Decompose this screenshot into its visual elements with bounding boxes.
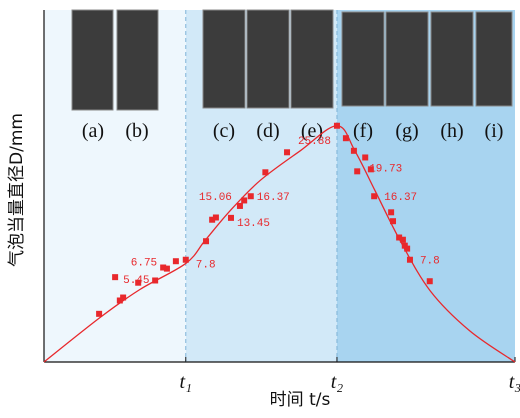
- x-axis-label: 时间 t/s: [270, 390, 331, 410]
- data-point: [112, 274, 118, 280]
- data-point: [96, 311, 102, 317]
- photo: [386, 12, 428, 106]
- data-point: [400, 237, 406, 243]
- x-tick-label: t₂: [331, 371, 344, 393]
- data-point: [388, 209, 394, 215]
- stage-region: [44, 10, 186, 362]
- panel-label: (c): [213, 120, 235, 142]
- value-label: 6.75: [131, 258, 157, 270]
- data-point: [183, 257, 189, 263]
- data-point: [362, 154, 368, 160]
- panel-label: (g): [395, 120, 418, 142]
- data-point: [120, 295, 126, 301]
- y-axis-label: 气泡当量直径D/mm: [7, 113, 27, 267]
- panel-label: (d): [256, 120, 279, 142]
- data-point: [241, 197, 247, 203]
- data-point: [390, 218, 396, 224]
- data-point: [371, 193, 377, 199]
- panel-label: (b): [125, 120, 148, 142]
- photos: [72, 10, 512, 110]
- chart: 时间 t/s 气泡当量直径D/mm (a)(b)(c)(d)(e)(f)(g)(…: [0, 0, 520, 418]
- photo: [342, 12, 384, 106]
- photo: [203, 10, 245, 108]
- data-point: [152, 277, 158, 283]
- data-point: [427, 278, 433, 284]
- value-label: 7.8: [420, 256, 440, 268]
- data-point: [343, 135, 349, 141]
- value-label: 7.8: [196, 260, 216, 272]
- panel-label: (i): [485, 120, 504, 142]
- data-point: [334, 123, 340, 129]
- panel-label: (a): [82, 120, 104, 142]
- data-point: [368, 166, 374, 172]
- value-label: 25.88: [298, 136, 331, 148]
- panel-label: (h): [440, 120, 463, 142]
- data-point: [407, 257, 413, 263]
- value-label: 16.37: [257, 192, 290, 204]
- data-point: [203, 238, 209, 244]
- data-point: [164, 266, 170, 272]
- data-point: [351, 148, 357, 154]
- photo: [117, 10, 158, 110]
- photo: [247, 10, 289, 108]
- value-label: 15.06: [199, 192, 232, 204]
- value-label: 13.45: [237, 218, 270, 230]
- data-point: [404, 246, 410, 252]
- data-point: [173, 258, 179, 264]
- data-point: [262, 169, 268, 175]
- panel-label: (f): [353, 120, 373, 142]
- data-point: [228, 215, 234, 221]
- photo: [476, 12, 512, 106]
- data-point: [213, 214, 219, 220]
- data-point: [135, 280, 141, 286]
- value-label: 16.37: [384, 192, 417, 204]
- data-point: [237, 203, 243, 209]
- photo: [431, 12, 473, 106]
- photo: [291, 10, 333, 108]
- photo: [72, 10, 113, 110]
- data-point: [248, 193, 254, 199]
- x-tick-label: t₁: [180, 371, 193, 393]
- data-point: [284, 149, 290, 155]
- value-label: 19.73: [369, 163, 402, 175]
- data-point: [354, 168, 360, 174]
- x-tick-label: t₃: [509, 371, 520, 393]
